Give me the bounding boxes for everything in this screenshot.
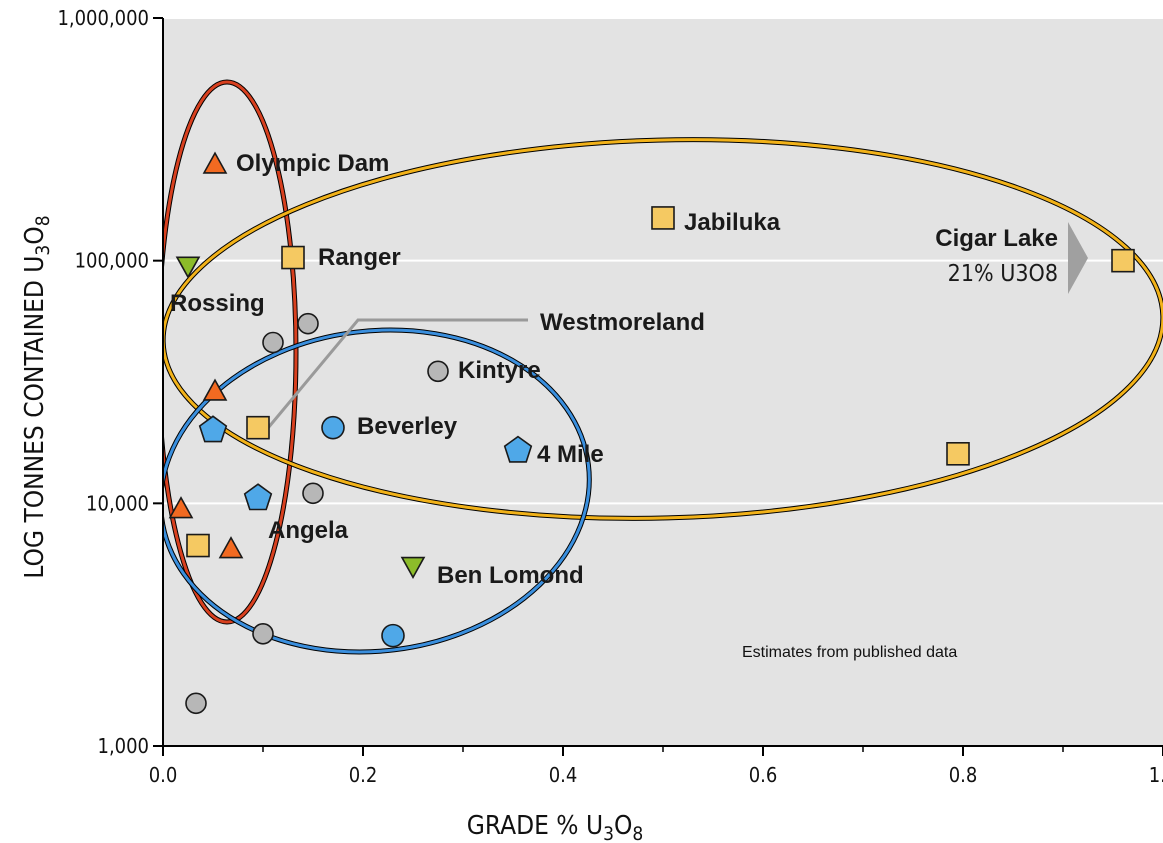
label-beverley: Beverley xyxy=(357,413,458,440)
point-square-11 xyxy=(946,442,970,466)
x-ticks: 0.0 0.2 0.4 0.6 0.8 1.0 xyxy=(149,746,1163,787)
label-ben-lomond: Ben Lomond xyxy=(437,562,584,589)
point-olympic-dam xyxy=(202,151,228,174)
point-triangle_up-2 xyxy=(168,496,194,519)
y-tick-label-3: 1,000,000 xyxy=(57,6,149,30)
x-axis-title-o: O xyxy=(614,811,632,841)
ellipse-blue xyxy=(163,328,591,654)
point-ranger xyxy=(281,245,305,270)
y-tick-label-1: 10,000 xyxy=(86,491,149,515)
label-westmoreland: Westmoreland xyxy=(540,309,705,336)
point-circle_blue-19 xyxy=(381,623,405,648)
point-westmoreland xyxy=(246,415,270,440)
point-circle_gray-12 xyxy=(297,312,319,335)
point-square-10 xyxy=(186,533,210,558)
x-axis-title-main: GRADE % U xyxy=(467,811,603,841)
label-angela: Angela xyxy=(268,517,349,544)
x-tick-label-1: 0.2 xyxy=(349,763,378,787)
point-angela xyxy=(243,483,273,511)
y-tick-label-0: 1,000 xyxy=(98,734,150,758)
data-points xyxy=(168,151,1135,715)
label-ranger: Ranger xyxy=(318,244,401,271)
label-cigar-lake: Cigar Lake xyxy=(935,225,1058,252)
point-pentagon-22 xyxy=(198,415,228,443)
cigar-lake-arrow xyxy=(1068,222,1088,294)
plot-background xyxy=(163,18,1163,746)
point-circle_gray-17 xyxy=(185,692,207,715)
y-axis-title-o: O xyxy=(20,226,50,244)
label-rossing: Rossing xyxy=(170,290,265,317)
point-cigar-lake xyxy=(1111,248,1135,273)
label-jabiluka: Jabiluka xyxy=(684,209,781,236)
y-axis-title: LOG TONNES CONTAINED U3O8 xyxy=(20,215,54,578)
x-tick-label-5: 1.0 xyxy=(1149,763,1163,787)
westmoreland-leader-line xyxy=(266,318,528,429)
y-ticks: 1,000 10,000 100,000 1,000,000 xyxy=(57,6,163,758)
point-4-mile xyxy=(503,435,533,463)
point-ben-lomond xyxy=(400,556,426,579)
point-circle_gray-16 xyxy=(252,622,274,645)
point-beverley xyxy=(321,415,345,440)
x-tick-label-2: 0.4 xyxy=(549,763,578,787)
label-olympic-dam: Olympic Dam xyxy=(236,150,389,177)
y-tick-label-2: 100,000 xyxy=(75,249,149,273)
point-circle_gray-13 xyxy=(262,331,284,354)
point-triangle_up-1 xyxy=(202,378,228,401)
point-jabiluka xyxy=(651,206,675,230)
label-4-mile: 4 Mile xyxy=(537,441,604,468)
point-rossing xyxy=(175,256,201,279)
point-triangle_up-3 xyxy=(218,536,244,559)
y-axis-title-main: LOG TONNES CONTAINED U xyxy=(20,256,50,579)
x-axis-title-sub3: 3 xyxy=(603,823,614,843)
x-tick-label-3: 0.6 xyxy=(749,763,778,787)
point-labels: Olympic Dam Ranger Rossing Jabiluka Ciga… xyxy=(170,150,1058,589)
x-tick-label-4: 0.8 xyxy=(949,763,978,787)
point-kintyre xyxy=(427,360,449,383)
x-axis-title: GRADE % U3O8 xyxy=(467,811,644,843)
ellipse-red xyxy=(163,80,298,624)
gridlines xyxy=(163,17,1163,505)
x-tick-label-0: 0.0 xyxy=(149,763,178,787)
point-circle_gray-15 xyxy=(302,482,324,505)
label-cigar-lake-grade: 21% U3O8 xyxy=(948,261,1058,287)
y-axis-title-sub8: 8 xyxy=(32,215,54,226)
estimates-note: Estimates from published data xyxy=(742,644,957,661)
label-kintyre: Kintyre xyxy=(458,357,541,384)
y-axis-title-sub3: 3 xyxy=(32,245,54,256)
x-axis-title-sub8: 8 xyxy=(632,823,643,843)
